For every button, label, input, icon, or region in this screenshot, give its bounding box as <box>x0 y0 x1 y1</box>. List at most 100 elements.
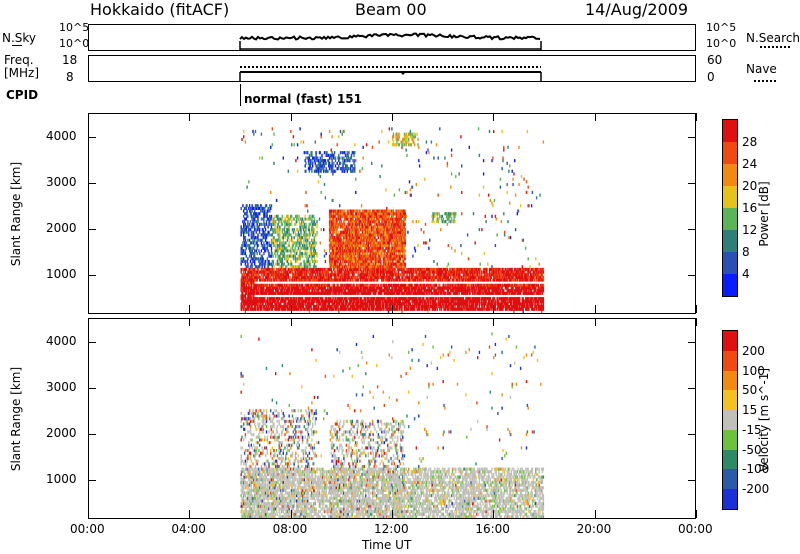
power-cell <box>379 254 381 258</box>
power-cell <box>252 297 254 301</box>
power-cell <box>338 217 340 221</box>
power-cell <box>339 233 342 237</box>
power-cell <box>384 267 386 271</box>
power-cell <box>340 214 343 218</box>
power-cell <box>398 135 401 139</box>
power-cell <box>390 283 392 287</box>
power-cell <box>396 289 398 293</box>
power-cell <box>320 275 322 279</box>
power-cell <box>386 273 388 277</box>
power-cell <box>240 278 242 282</box>
power-cell <box>335 249 337 253</box>
power-cell <box>355 222 357 226</box>
power-cell <box>305 190 307 194</box>
power-cell <box>353 225 355 229</box>
power-cell <box>330 236 332 240</box>
power-cell <box>243 267 245 271</box>
power-cell <box>394 302 396 306</box>
power-cell <box>300 275 302 279</box>
power-cell <box>313 241 316 245</box>
power-cell <box>328 267 331 271</box>
power-cell <box>286 228 289 232</box>
power-cell <box>295 291 297 295</box>
power-cell <box>307 297 310 301</box>
power-cell <box>279 230 281 234</box>
power-cell <box>280 252 282 256</box>
power-cell <box>355 278 358 282</box>
power-cell <box>339 297 342 301</box>
power-cell <box>389 299 391 303</box>
power-cell <box>381 270 384 274</box>
power-cell <box>260 270 263 274</box>
power-cell <box>353 259 355 263</box>
power-cell <box>341 257 343 261</box>
power-cell <box>313 262 316 266</box>
power-cell <box>388 246 390 250</box>
power-cell <box>319 167 321 171</box>
power-cell <box>357 230 359 234</box>
power-cell <box>353 302 355 306</box>
power-cell <box>333 220 336 224</box>
power-cell <box>268 254 270 258</box>
power-cell <box>332 249 334 253</box>
power-cell <box>387 214 390 218</box>
power-cell <box>349 302 351 306</box>
power-cell <box>349 212 352 216</box>
power-cell <box>310 307 312 311</box>
power-cell <box>249 297 252 301</box>
power-cell <box>382 241 385 245</box>
power-cell <box>342 291 344 295</box>
power-cell <box>303 273 305 277</box>
power-cell <box>253 206 255 210</box>
power-cell <box>331 212 333 216</box>
power-cell <box>339 209 342 213</box>
power-cell <box>287 289 289 293</box>
power-cell <box>349 233 352 237</box>
power-cell <box>270 273 273 277</box>
power-cell <box>391 286 393 290</box>
power-cell <box>290 262 292 266</box>
power-cell <box>321 167 323 171</box>
power-cell <box>351 252 353 256</box>
power-cell <box>372 275 374 279</box>
power-cell <box>395 265 397 269</box>
power-cell <box>294 252 296 256</box>
power-cell <box>304 307 306 311</box>
power-cell <box>254 307 257 311</box>
power-cell <box>319 302 321 306</box>
power-cell <box>362 214 364 218</box>
power-cell <box>309 283 311 287</box>
power-cell <box>274 222 276 226</box>
power-cell <box>307 217 310 221</box>
power-cell <box>269 283 271 287</box>
power-cell <box>388 297 390 301</box>
power-cell <box>397 220 400 224</box>
power-cell <box>300 270 302 274</box>
power-cell <box>344 273 346 277</box>
power-cell <box>243 217 246 221</box>
power-cell <box>254 299 257 303</box>
power-cell <box>374 212 376 216</box>
power-cell <box>302 270 305 274</box>
power-cell <box>346 252 348 256</box>
power-cell <box>392 244 395 248</box>
power-cell <box>298 297 300 301</box>
power-cell <box>328 230 331 234</box>
power-cell <box>349 307 351 311</box>
power-cell <box>320 190 322 194</box>
power-cell <box>243 283 245 287</box>
power-cell <box>270 299 272 303</box>
power-cell <box>344 307 346 311</box>
power-cell <box>376 286 378 290</box>
power-cell <box>396 238 398 242</box>
power-cell <box>306 233 308 237</box>
power-cell <box>263 270 265 274</box>
power-cell <box>322 273 324 277</box>
power-cell <box>288 270 290 274</box>
power-cell <box>366 230 369 234</box>
power-cell <box>282 297 284 301</box>
power-cell <box>281 236 284 240</box>
power-cell <box>350 238 353 242</box>
power-cell <box>244 249 247 253</box>
power-cell <box>382 267 385 271</box>
